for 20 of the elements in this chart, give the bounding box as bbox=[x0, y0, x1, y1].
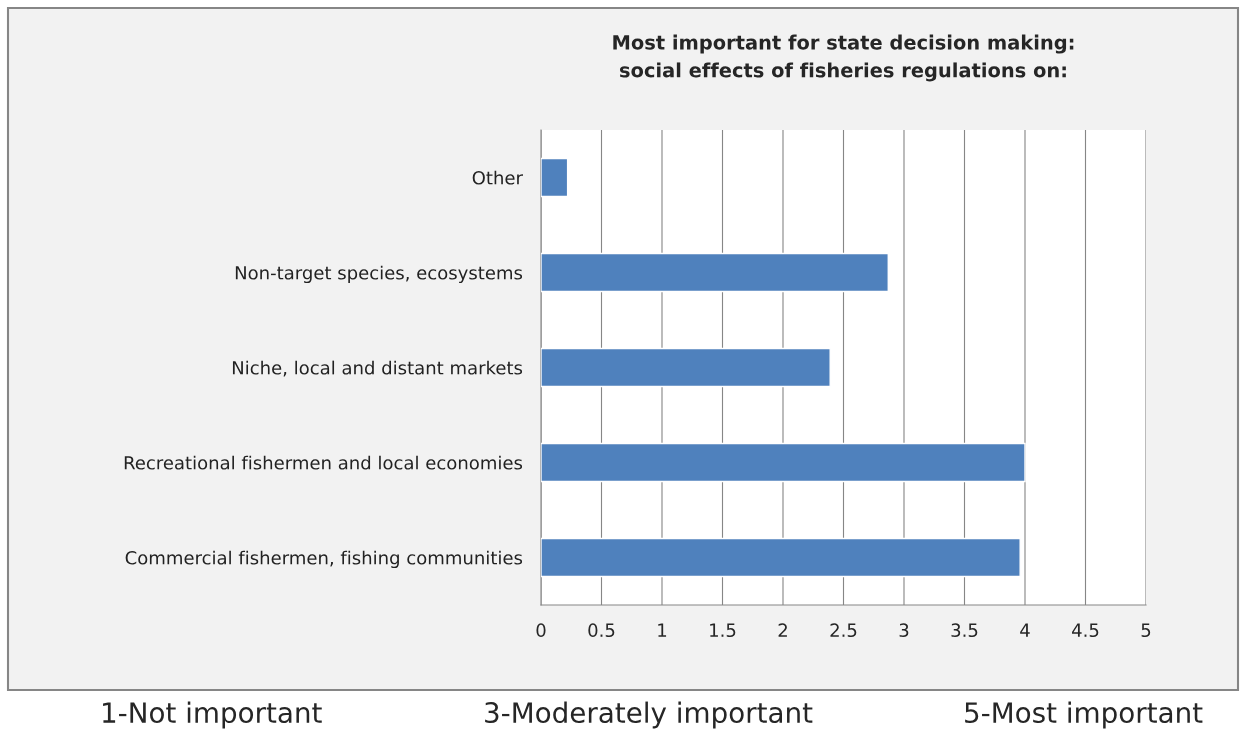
x-tick-label: 5 bbox=[1141, 623, 1151, 638]
y-tick-label: Niche, local and distant markets bbox=[232, 360, 523, 377]
y-tick-label: Non-target species, ecosystems bbox=[235, 265, 523, 284]
y-tick-label: Commercial fishermen, fishing communities bbox=[125, 550, 523, 569]
x-tick-label: 1.5 bbox=[710, 623, 736, 638]
y-tick-label: Recreational fishermen and local economies bbox=[124, 455, 523, 470]
y-tick-label: Other bbox=[472, 170, 523, 185]
x-tick-label: 4.5 bbox=[1072, 623, 1099, 638]
x-tick-label: 0 bbox=[536, 623, 546, 638]
x-tick-label: 3 bbox=[899, 623, 909, 638]
chart-title: Most important for state decision making: social effects of fisheries regulations on: bbox=[613, 34, 1074, 82]
x-tick-label: 2.5 bbox=[830, 623, 857, 638]
text: 1-Not important bbox=[103, 701, 322, 729]
x-tick-label: 4 bbox=[1020, 623, 1030, 637]
x-tick-label: 2 bbox=[778, 623, 787, 637]
x-tick-label: 3.5 bbox=[951, 623, 978, 638]
text: 5-Most important bbox=[965, 701, 1203, 729]
text: 3-Moderately important bbox=[485, 701, 813, 729]
x-tick-label: 0.5 bbox=[588, 623, 615, 638]
x-tick-label: 1 bbox=[658, 623, 667, 637]
